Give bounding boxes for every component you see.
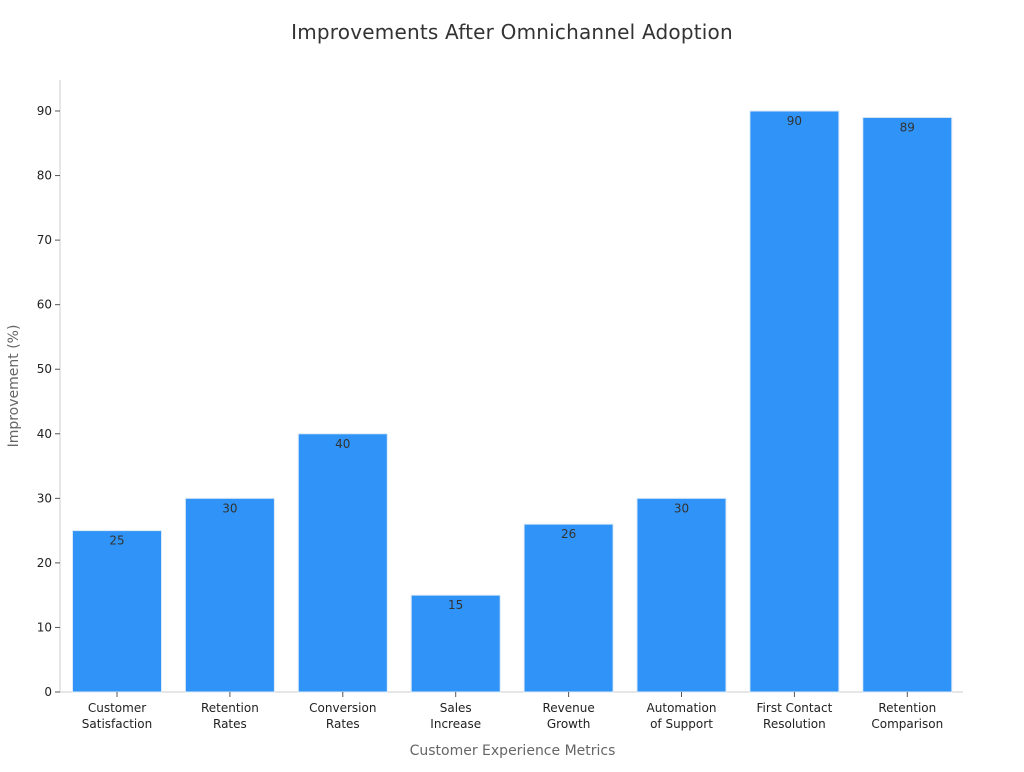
x-tick-label: Retention <box>201 701 259 715</box>
bar-value-label: 25 <box>109 534 124 548</box>
x-tick-label: Customer <box>88 701 146 715</box>
x-tick-label: Automation <box>647 701 717 715</box>
x-axis-title: Customer Experience Metrics <box>410 743 616 759</box>
y-tick-label: 20 <box>37 556 52 570</box>
x-tick-label: Rates <box>326 717 360 731</box>
bar-value-label: 30 <box>674 501 689 515</box>
bar-value-label: 89 <box>900 120 915 134</box>
x-tick-label: Comparison <box>871 717 943 731</box>
x-tick-label: Revenue <box>542 701 594 715</box>
bar <box>72 530 162 693</box>
x-tick-label: Growth <box>547 717 590 731</box>
y-tick-label: 30 <box>37 491 52 505</box>
x-tick-label: Increase <box>430 717 481 731</box>
chart-title: Improvements After Omnichannel Adoption <box>291 20 733 44</box>
y-tick-label: 0 <box>44 685 52 699</box>
bar <box>636 497 727 693</box>
bar-value-label: 26 <box>561 527 576 541</box>
y-tick-label: 40 <box>37 427 52 441</box>
x-tick-label: of Support <box>650 717 713 731</box>
y-tick-label: 70 <box>37 233 52 247</box>
bar-value-label: 15 <box>448 598 463 612</box>
y-tick-label: 60 <box>37 298 52 312</box>
bar <box>523 523 614 693</box>
x-tick-label: Rates <box>213 717 247 731</box>
x-tick-label: Retention <box>878 701 936 715</box>
bar-value-label: 30 <box>222 501 237 515</box>
bar-value-label: 90 <box>787 114 802 128</box>
x-tick-label: Conversion <box>309 701 376 715</box>
bar <box>297 433 388 693</box>
y-tick-label: 90 <box>37 104 52 118</box>
y-tick-label: 80 <box>37 169 52 183</box>
x-tick-label: Satisfaction <box>82 717 152 731</box>
y-axis-title: Improvement (%) <box>6 325 22 448</box>
bar <box>862 116 953 693</box>
y-tick-label: 10 <box>37 620 52 634</box>
x-tick-label: Sales <box>440 701 472 715</box>
y-tick-label: 50 <box>37 362 52 376</box>
x-tick-label: Resolution <box>763 717 826 731</box>
bar-value-label: 40 <box>335 437 350 451</box>
bar <box>749 110 840 693</box>
bar <box>184 497 275 693</box>
bar <box>410 594 501 693</box>
x-tick-label: First Contact <box>757 701 833 715</box>
